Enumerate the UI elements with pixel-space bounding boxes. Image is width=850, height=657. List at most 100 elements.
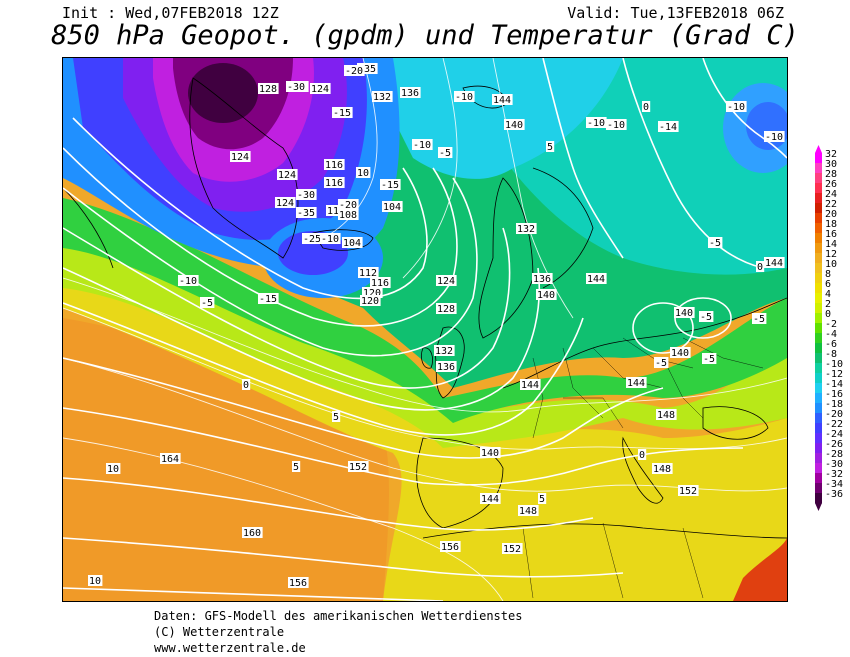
temperature-label: -15 xyxy=(333,108,351,119)
geopotential-label: 112 xyxy=(327,206,345,217)
legend-swatch xyxy=(815,153,822,164)
temperature-label-bg xyxy=(752,313,767,324)
temperature-label: -10 xyxy=(455,92,473,103)
geopotential-label-bg xyxy=(288,577,309,588)
temperature-label: -5 xyxy=(709,238,721,249)
temperature-label-bg xyxy=(699,311,714,322)
temperature-color-legend: 32302826242220181614121086420-2-4-6-8-10… xyxy=(815,145,843,511)
legend-level-label: 16 xyxy=(825,229,837,240)
temperature-label: 5 xyxy=(293,462,299,473)
geopotential-label-bg xyxy=(434,345,455,356)
legend-swatch xyxy=(815,223,822,234)
legend-swatch xyxy=(815,213,822,224)
geopotential-label: 160 xyxy=(243,528,261,539)
legend-level-label: 10 xyxy=(825,259,837,270)
temperature-label: -25 xyxy=(303,234,321,245)
temperature-label: 10 xyxy=(89,576,101,587)
temperature-label-bg xyxy=(642,101,651,112)
geopotential-label-bg xyxy=(342,237,363,248)
geopotential-label-bg xyxy=(678,485,699,496)
geopotential-label: 140 xyxy=(671,348,689,359)
geopotential-label: 144 xyxy=(587,274,605,285)
geopotential-label-bg xyxy=(626,377,647,388)
legend-swatch xyxy=(815,373,822,384)
legend-level-label: -4 xyxy=(825,329,837,340)
temperature-label: 0 xyxy=(757,262,763,273)
legend-swatch xyxy=(815,273,822,284)
geopotential-label-bg xyxy=(275,197,296,208)
legend-level-label: 22 xyxy=(825,199,837,210)
geopotential-label: 104 xyxy=(383,202,401,213)
temperature-label: -5 xyxy=(700,312,712,323)
legend-swatch xyxy=(815,343,822,354)
geopotential-label: 124 xyxy=(437,276,455,287)
legend-swatch xyxy=(815,413,822,424)
geopotential-label: 144 xyxy=(521,380,539,391)
temperature-label-bg xyxy=(242,379,251,390)
geopotential-label-bg xyxy=(358,267,379,278)
footer-website: www.wetterzentrale.de xyxy=(154,641,306,655)
geopotential-label: 116 xyxy=(371,278,389,289)
temperature-label: -10 xyxy=(727,102,745,113)
temperature-label-bg xyxy=(438,147,453,158)
weather-map: 1281301241241241241321361441401161161121… xyxy=(62,57,788,602)
temperature-label: -10 xyxy=(413,140,431,151)
legend-level-label: -14 xyxy=(825,379,843,390)
geopotential-label: 116 xyxy=(325,178,343,189)
geopotential-label-layer: 1281301241241241241321361441401161161121… xyxy=(160,81,785,589)
geopotential-label-bg xyxy=(382,201,403,212)
legend-bottom-arrow xyxy=(815,503,822,511)
temperature-label-bg xyxy=(320,233,341,244)
legend-swatch xyxy=(815,243,822,254)
temperature-label: 10 xyxy=(357,168,369,179)
geopotential-label: 152 xyxy=(503,544,521,555)
geopotential-label: 128 xyxy=(259,84,277,95)
legend-swatch xyxy=(815,313,822,324)
geopotential-label-bg xyxy=(370,277,391,288)
legend-swatch xyxy=(815,383,822,394)
legend-level-label: -6 xyxy=(825,339,837,350)
legend-level-label: 32 xyxy=(825,149,837,160)
geopotential-label: 124 xyxy=(276,198,294,209)
temperature-label-bg xyxy=(302,233,323,244)
geopotential-label-bg xyxy=(277,169,298,180)
geopotential-label: 156 xyxy=(441,542,459,553)
temperature-label: -35 xyxy=(358,64,376,75)
temperature-label: -5 xyxy=(201,298,213,309)
legend-swatch xyxy=(815,203,822,214)
geopotential-label: 148 xyxy=(653,464,671,475)
legend-top-arrow xyxy=(815,145,822,153)
geopotential-label: 112 xyxy=(359,268,377,279)
geopotential-label-bg xyxy=(764,257,785,268)
temperature-label-bg xyxy=(764,131,785,142)
temperature-label: -30 xyxy=(297,190,315,201)
legend-swatch xyxy=(815,173,822,184)
geopotential-label-bg xyxy=(520,379,541,390)
temperature-label-bg xyxy=(412,139,433,150)
geopotential-label-bg xyxy=(362,287,383,298)
geopotential-label-bg xyxy=(518,505,539,516)
geopotential-label: 116 xyxy=(325,160,343,171)
temperature-label: -10 xyxy=(607,120,625,131)
geopotential-label: 124 xyxy=(231,152,249,163)
geopotential-label-bg xyxy=(258,83,279,94)
geopotential-label: 132 xyxy=(373,92,391,103)
temperature-label: -35 xyxy=(297,208,315,219)
temperature-label: -15 xyxy=(259,294,277,305)
legend-level-label: 14 xyxy=(825,239,837,250)
temperature-label-bg xyxy=(296,207,317,218)
geopotential-label-bg xyxy=(436,275,457,286)
temperature-label-bg xyxy=(546,141,555,152)
temperature-label: -5 xyxy=(753,314,765,325)
geopotential-label-bg xyxy=(504,119,525,130)
geopotential-label: 144 xyxy=(493,95,511,106)
legend-swatch xyxy=(815,473,822,484)
legend-level-label: 28 xyxy=(825,169,837,180)
legend-level-label: -28 xyxy=(825,449,843,460)
legend-level-label: 20 xyxy=(825,209,837,220)
temperature-label-bg xyxy=(708,237,723,248)
geopotential-label: 108 xyxy=(339,210,357,221)
legend-swatch xyxy=(815,293,822,304)
geopotential-label-bg xyxy=(372,91,393,102)
legend-level-label: -2 xyxy=(825,319,837,330)
